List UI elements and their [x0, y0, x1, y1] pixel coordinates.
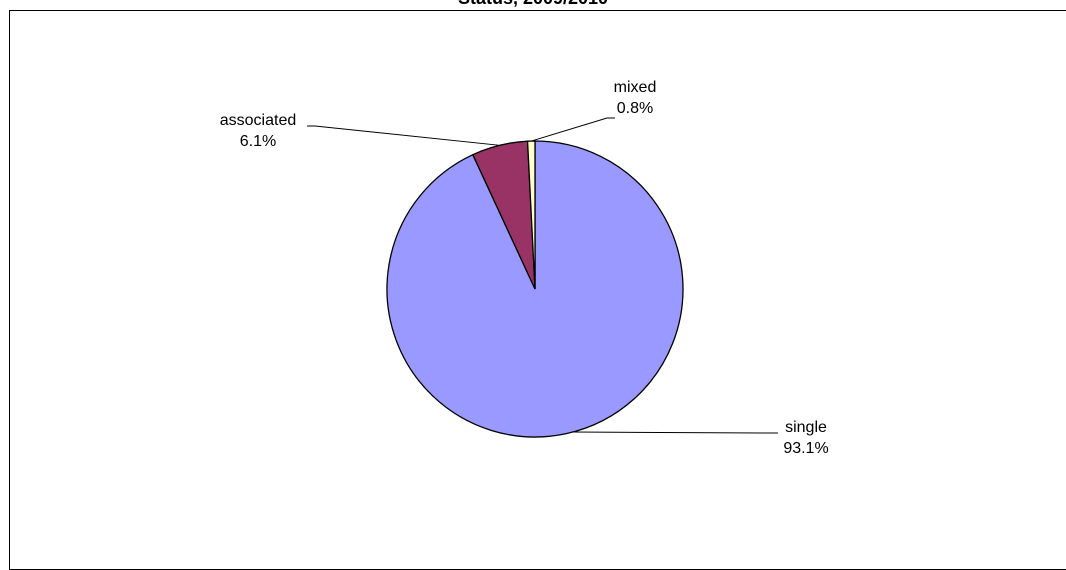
leader-line-single: [573, 431, 778, 434]
slice-value-label-mixed: 0.8%: [617, 100, 653, 117]
slice-name-label-associated: associated: [220, 112, 297, 129]
slice-name-label-mixed: mixed: [614, 79, 657, 96]
slice-value-label-associated: 6.1%: [240, 133, 276, 150]
pie-chart: single 93.1% associated 6.1% mixed 0.8%: [220, 79, 829, 457]
leader-line-associated: [307, 125, 500, 146]
chart-title: Status, 2009/2010: [0, 0, 1066, 9]
slice-value-label-single: 93.1%: [783, 440, 828, 457]
slice-name-label-single: single: [785, 419, 827, 436]
pie-slice-mixed: [526, 140, 536, 290]
leader-line-mixed: [531, 117, 615, 142]
